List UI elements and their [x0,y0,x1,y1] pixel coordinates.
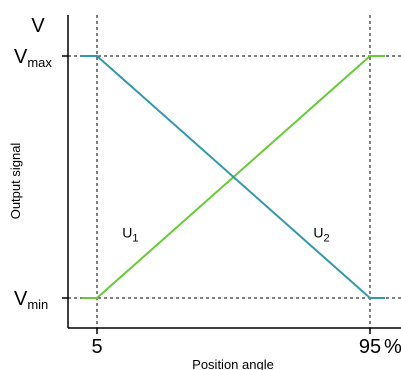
x-tick-label-1: 5 [91,336,102,358]
series-line-u2 [81,55,386,299]
y-axis-unit: V [31,15,45,37]
x-tick-label-2: 95 [359,336,381,358]
series-label-u1: U1 [122,225,138,245]
x-axis-label: Position angle [192,357,274,370]
series-label-u2: U2 [313,225,329,245]
y-tick-label-2: Vmin [14,288,48,312]
y-axis-label: Output signal [8,143,23,220]
y-tick-label-1: Vmax [14,46,52,70]
x-axis-unit: % [384,336,401,358]
ylabel-group: Output signal [8,143,23,220]
